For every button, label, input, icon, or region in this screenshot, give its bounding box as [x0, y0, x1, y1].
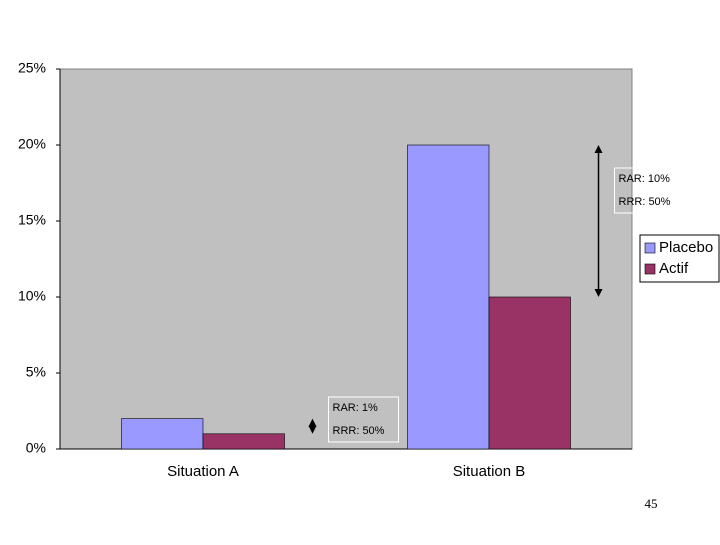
annotation-text: RRR: 50% — [333, 425, 385, 437]
legend-swatch — [644, 242, 656, 254]
arrow-head — [308, 425, 317, 434]
annotation-box — [328, 396, 400, 443]
legend-swatch — [644, 263, 656, 275]
bar — [488, 296, 571, 450]
y-tick-label: 5% — [26, 364, 46, 380]
y-tick-label: 0% — [26, 440, 46, 456]
arrow-head — [308, 418, 317, 427]
bar — [202, 433, 285, 450]
y-tick-label: 25% — [18, 60, 46, 76]
arrow-head — [594, 289, 603, 297]
annotation-text: RAR: 10% — [619, 173, 671, 185]
bar — [121, 418, 204, 450]
x-tick-label: Situation B — [453, 463, 526, 480]
x-tick-label: Situation A — [167, 463, 239, 480]
y-tick-label: 10% — [18, 288, 46, 304]
arrow-head — [594, 145, 603, 153]
annotation-text: RRR: 50% — [619, 196, 671, 208]
legend-label: Actif — [659, 260, 689, 277]
y-tick-label: 15% — [18, 212, 46, 228]
annotation-text: RAR: 1% — [333, 402, 378, 414]
page-number: 45 — [645, 496, 658, 511]
annotation-box — [614, 167, 686, 214]
y-tick-label: 20% — [18, 136, 46, 152]
bar — [407, 144, 490, 450]
legend-label: Placebo — [659, 239, 713, 256]
